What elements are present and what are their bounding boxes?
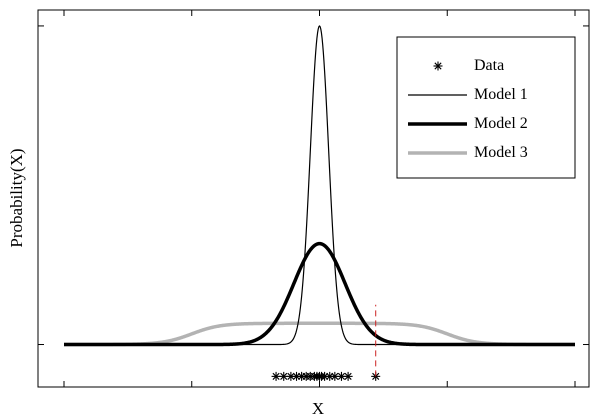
legend-label-data: Data: [474, 57, 504, 74]
data-point: [330, 371, 340, 381]
series-line-model-1: [64, 25, 575, 346]
data-point: [292, 371, 302, 381]
legend-label-model-2: Model 2: [474, 115, 528, 132]
data-point: [343, 371, 353, 381]
legend: Data Model 1 Model 2 Model 3: [396, 36, 576, 179]
data-points: [271, 371, 381, 381]
curves: [62, 25, 577, 347]
legend-label-model-3: Model 3: [474, 144, 528, 161]
x-axis-label: X: [312, 399, 324, 418]
y-axis-label: Probability(X): [7, 148, 26, 247]
axis-ticks: [38, 10, 589, 387]
data-point: [271, 371, 281, 381]
legend-label-model-1: Model 1: [474, 86, 528, 103]
legend-symbol-data: [433, 61, 443, 71]
